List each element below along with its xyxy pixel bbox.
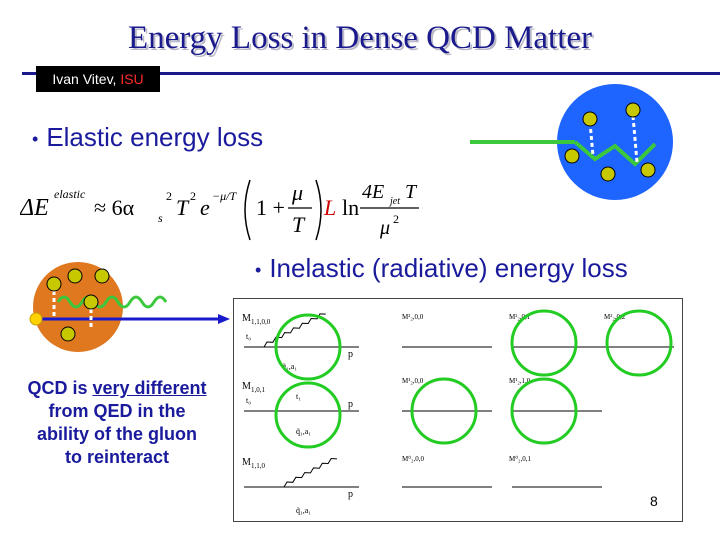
slide-title: Energy Loss in Dense QCD Matter [127,20,593,56]
author-box: Ivan Vitev, ISU [36,66,160,92]
feynman-diagrams: M 1,1,0,0 p t₀ q̃₁,a₁ M 1,0,1 t₀ t₁ p q̃… [242,309,674,515]
diag-m110-label: M [242,313,251,324]
formula-sup-2a: 2 [166,189,172,203]
formula-svg: ΔE elastic ≈ 6α s 2 T 2 e −μ/T 1 + μ T L… [19,179,419,241]
right-label-8: M⁰₂,0,1 [509,455,531,463]
right-label-2: M²₂,0,1 [509,313,531,321]
diag-q-2: q̃₁,a₁ [296,427,311,436]
formula-num-T: T [405,181,418,203]
qcd-note: QCD is very different from QED in the ab… [12,377,222,469]
formula-den-sup: 2 [393,212,399,226]
formula-mu: μ [291,180,303,205]
formula-approx: ≈ 6α [94,195,135,220]
ring-right-1 [510,309,578,377]
elastic-medium-illustration [470,84,673,200]
formula-num: 4E [362,181,384,203]
bullet-elastic: • Elastic energy loss [32,122,264,152]
right-label-1: M²₂,0,0 [402,313,424,321]
formula-ln: ln [342,195,359,220]
ring-left-2 [274,381,342,449]
diag-q-1: q̃₁,a₁ [282,362,297,371]
inelastic-medium-illustration [29,262,230,352]
qcd-note-line2: from QED in the [48,401,186,421]
feynman-diagram-panel: M 1,1,0,0 p t₀ q̃₁,a₁ M 1,0,1 t₀ t₁ p q̃… [233,298,683,522]
jet-path [573,140,657,167]
elastic-formula: ΔE elastic ≈ 6α s 2 T 2 e −μ/T 1 + μ T L… [19,170,420,250]
bullet-inelastic: • Inelastic (radiative) energy loss [255,253,628,283]
ring-right-4 [510,377,578,445]
diag-p-3: p [348,489,353,500]
author-name: Ivan Vitev, [52,71,121,87]
qcd-note-line4: to reinteract [64,447,170,467]
right-diagram-grid: M²₂,0,0 M²₂,0,1 M²₂,0,2 M¹₂,0,0 M¹₂,1,0 … [402,313,674,488]
title-underline [22,72,720,75]
qcd-note-line3: ability of the gluon [37,424,197,444]
ring-left-1 [274,313,342,381]
diag-q-3: q̃₁,a₁ [296,506,311,515]
formula-lhs-sup: elastic [54,187,86,201]
ring-right-3 [410,377,478,445]
right-label-3: M²₂,0,2 [604,313,626,321]
ring-right-2 [605,309,673,377]
bullet-inelastic-text: Inelastic (radiative) energy loss [269,253,628,283]
bullet-elastic-text: Elastic energy loss [46,122,264,152]
formula-num-sub: jet [388,196,400,207]
diag-p-2: p [348,399,353,410]
qcd-note-line1-pre: QCD is [27,378,93,398]
formula-one-plus: 1 + [256,195,285,220]
formula-exp-sup: −μ/T [212,189,237,203]
formula-sup-2b: 2 [190,189,196,203]
formula-T-den: T [292,212,306,237]
diag-m110b-label: M [242,457,251,468]
right-label-7: M⁰₂,0,0 [402,455,424,463]
diag-m110-sub: 1,1,0,0 [251,318,271,326]
formula-alpha-sub: s [158,211,163,225]
scattering-centers-left [46,268,110,342]
diag-m101-label: M [242,381,251,392]
diag-m110b-sub: 1,1,0 [251,462,266,470]
scattering-centers [564,102,656,182]
author-org: ISU [120,71,144,87]
diag-p-1: p [348,349,353,360]
diag-m101-sub: 1,0,1 [251,386,266,394]
page-number: 8 [650,493,658,509]
formula-T: T [176,195,190,220]
qcd-note-emphasis: very different [92,378,207,398]
diag-t0-2: t₀ [246,396,251,405]
formula-exp: e [200,195,210,220]
diag-t1-2: t₁ [296,392,301,401]
right-label-5: M¹₂,1,0 [509,377,531,385]
formula-lhs: ΔE [20,195,49,221]
diag-t0-1: t₀ [246,332,251,341]
formula-L: L [323,195,336,220]
gluon-line [56,295,168,309]
formula-den: μ [379,217,390,239]
right-label-4: M¹₂,0,0 [402,377,424,385]
